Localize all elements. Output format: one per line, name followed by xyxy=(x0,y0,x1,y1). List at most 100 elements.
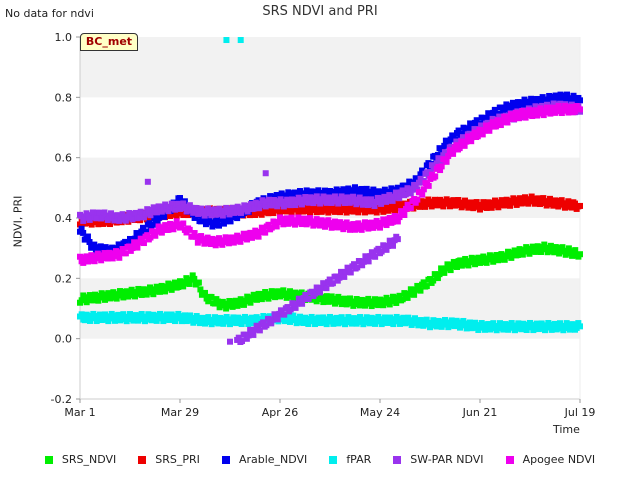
data-point xyxy=(568,103,575,110)
data-point xyxy=(280,221,287,228)
data-point xyxy=(307,209,313,216)
data-point xyxy=(407,317,413,324)
data-point xyxy=(137,235,144,242)
data-point xyxy=(550,104,557,111)
data-point xyxy=(522,114,529,121)
data-point xyxy=(262,229,269,236)
legend-swatch xyxy=(44,455,53,464)
data-point xyxy=(362,209,368,216)
data-point xyxy=(300,295,307,302)
data-point xyxy=(120,294,127,301)
data-point xyxy=(122,250,129,257)
data-point xyxy=(121,213,128,220)
data-point xyxy=(328,188,335,195)
data-point xyxy=(144,206,151,213)
legend-swatch xyxy=(329,455,338,464)
data-point xyxy=(577,251,583,258)
data-point xyxy=(420,279,427,286)
data-point xyxy=(500,252,507,259)
data-point xyxy=(372,296,378,303)
data-point xyxy=(273,223,280,230)
data-point xyxy=(323,285,330,292)
data-point xyxy=(406,186,413,193)
data-point xyxy=(465,125,472,132)
data-point xyxy=(417,171,424,178)
data-point xyxy=(330,198,337,205)
data-point xyxy=(145,289,152,296)
data-point xyxy=(518,326,525,333)
data-point xyxy=(552,320,558,327)
data-point xyxy=(186,280,193,287)
data-point xyxy=(399,187,406,194)
data-point xyxy=(240,230,247,237)
site-badge: BC_met xyxy=(80,33,138,51)
data-point xyxy=(453,202,460,209)
data-point xyxy=(365,188,372,195)
data-point xyxy=(175,310,182,317)
data-point xyxy=(345,194,352,201)
data-point xyxy=(335,293,342,300)
data-point xyxy=(155,223,162,230)
data-point xyxy=(320,280,327,287)
data-point xyxy=(441,142,448,149)
data-point xyxy=(219,212,226,219)
data-point xyxy=(92,315,98,322)
data-point xyxy=(292,189,298,196)
data-point xyxy=(312,321,318,328)
data-point xyxy=(520,199,527,206)
data-point xyxy=(350,208,357,215)
data-point xyxy=(235,334,242,341)
data-point xyxy=(263,322,270,329)
data-point xyxy=(449,132,456,139)
data-point xyxy=(547,242,554,249)
data-point xyxy=(142,318,148,325)
data-point xyxy=(553,197,560,204)
data-point xyxy=(458,131,465,138)
data-point xyxy=(310,222,317,229)
data-point xyxy=(508,199,515,206)
data-point xyxy=(292,221,298,228)
data-point xyxy=(287,288,293,295)
data-point xyxy=(188,315,195,322)
data-point xyxy=(295,214,302,221)
data-point xyxy=(318,296,325,303)
data-point xyxy=(479,131,486,138)
data-point xyxy=(492,123,499,130)
data-point xyxy=(351,196,358,203)
data-point xyxy=(474,133,481,140)
data-point xyxy=(513,105,520,112)
data-point xyxy=(245,320,252,327)
data-point xyxy=(115,241,122,248)
data-point xyxy=(477,206,483,213)
data-point xyxy=(453,142,460,149)
data-point xyxy=(157,310,163,317)
data-point xyxy=(123,318,130,325)
data-point xyxy=(396,292,403,299)
data-point xyxy=(354,264,361,271)
data-point xyxy=(118,316,125,323)
data-point xyxy=(512,327,518,334)
data-point xyxy=(325,209,332,216)
data-point xyxy=(332,218,338,225)
data-point xyxy=(275,200,282,207)
data-point xyxy=(211,236,218,243)
data-point xyxy=(129,216,136,223)
data-point xyxy=(87,292,93,299)
data-point xyxy=(80,259,87,266)
data-point xyxy=(517,112,524,119)
data-point xyxy=(404,294,411,301)
data-point xyxy=(509,99,516,106)
grid-band xyxy=(80,37,580,98)
data-point xyxy=(519,101,526,108)
data-point xyxy=(181,203,188,210)
data-point xyxy=(200,208,207,215)
data-point xyxy=(308,218,315,225)
data-point xyxy=(138,228,145,235)
data-point xyxy=(177,224,183,231)
data-point xyxy=(101,250,108,257)
data-point xyxy=(383,188,390,195)
data-point xyxy=(375,302,382,309)
data-point xyxy=(152,216,159,223)
data-point xyxy=(342,223,348,230)
data-point xyxy=(514,251,521,258)
